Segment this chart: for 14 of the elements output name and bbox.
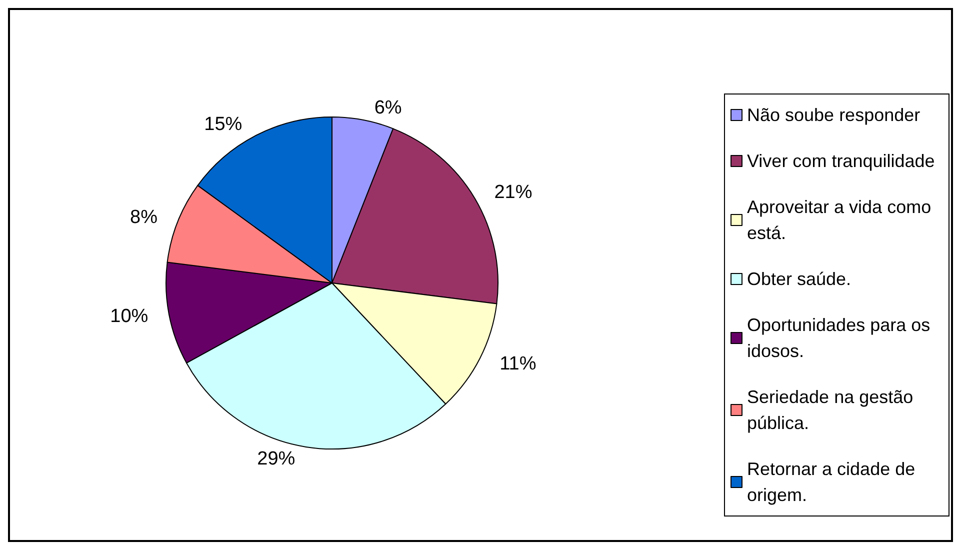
- data-label: 21%: [494, 182, 532, 203]
- data-label: 15%: [204, 114, 242, 135]
- legend-label: Viver com tranquilidade: [747, 151, 935, 171]
- data-label: 6%: [374, 98, 402, 119]
- legend-label: Obter saúde.: [747, 269, 852, 289]
- legend-label: Oportunidades para os idosos.: [747, 315, 936, 361]
- legend-label: Não soube responder: [747, 105, 920, 125]
- legend-label: Seriedade na gestão pública.: [747, 387, 918, 433]
- data-label: 29%: [257, 448, 296, 470]
- data-label: 8%: [130, 206, 158, 228]
- data-label: 11%: [500, 353, 536, 374]
- data-label: 10%: [110, 306, 148, 327]
- legend-label: Aproveitar a vida como está.: [747, 197, 936, 243]
- legend-label: Retornar a cidade de origem.: [747, 459, 920, 505]
